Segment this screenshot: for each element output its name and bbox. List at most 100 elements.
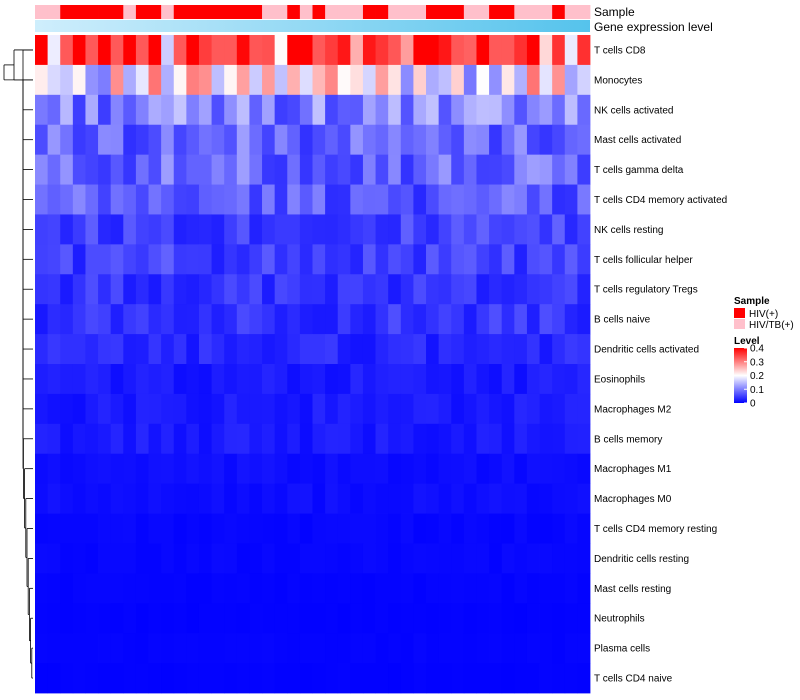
heatmap-cell <box>388 214 402 245</box>
heatmap-cell <box>60 124 74 156</box>
heatmap-cell <box>375 64 389 96</box>
heatmap-cell <box>72 393 86 425</box>
heatmap-cell <box>438 364 452 395</box>
heatmap-cell <box>451 334 465 365</box>
heatmap-cell <box>388 663 402 694</box>
heatmap-cell <box>501 35 515 66</box>
heatmap-cell <box>325 633 339 664</box>
heatmap-cell <box>85 274 99 305</box>
heatmap-cell <box>299 393 313 425</box>
heatmap-cell <box>362 184 376 215</box>
heatmap-cell <box>350 423 364 455</box>
sample-annotation-cell <box>526 5 540 19</box>
heatmap-cell <box>236 364 250 395</box>
heatmap-cell <box>148 274 162 305</box>
heatmap-cell <box>577 513 591 544</box>
heatmap-cell <box>451 573 465 604</box>
heatmap-cell <box>476 513 490 544</box>
heatmap-cell <box>577 603 591 634</box>
heatmap-cell <box>577 304 591 335</box>
heatmap-cell <box>388 633 402 664</box>
heatmap-cell <box>186 35 200 66</box>
heatmap-cell <box>224 304 238 335</box>
row-label: Plasma cells <box>594 644 650 655</box>
sample-annotation-cell <box>161 5 175 19</box>
sample-annotation-cell <box>47 5 61 19</box>
heatmap-cell <box>60 513 74 544</box>
heatmap-cell <box>274 423 288 455</box>
heatmap-cell <box>564 184 578 215</box>
heatmap-cell <box>173 453 187 485</box>
heatmap-cell <box>337 274 351 305</box>
heatmap-cell <box>123 364 137 395</box>
heatmap-cell <box>198 184 212 215</box>
heatmap-cell <box>274 244 288 275</box>
heatmap-cell <box>148 35 162 66</box>
heatmap-cell <box>287 663 301 694</box>
heatmap-cell <box>312 304 326 335</box>
heatmap-cell <box>337 184 351 215</box>
heatmap-cell <box>148 603 162 634</box>
heatmap-cell <box>463 154 477 185</box>
heatmap-cell <box>98 543 112 574</box>
heatmap-cell <box>47 603 61 634</box>
heatmap-cell <box>85 453 99 485</box>
heatmap-cell <box>287 603 301 634</box>
heatmap-cell <box>375 603 389 634</box>
heatmap-cell <box>375 94 389 126</box>
heatmap-cell <box>287 543 301 574</box>
heatmap-cell <box>564 393 578 425</box>
heatmap-cell <box>211 364 225 395</box>
heatmap-cell <box>224 214 238 245</box>
heatmap-cell <box>35 364 49 395</box>
heatmap-cell <box>476 244 490 275</box>
heatmap-cell <box>400 35 414 66</box>
heatmap-cell <box>198 35 212 66</box>
heatmap-cell <box>98 393 112 425</box>
heatmap-cell <box>501 513 515 544</box>
heatmap-cell <box>463 423 477 455</box>
heatmap-cell <box>236 274 250 305</box>
heatmap-cell <box>60 94 74 126</box>
row-label: T cells gamma delta <box>594 165 684 176</box>
heatmap-cell <box>85 184 99 215</box>
heatmap-cell <box>312 274 326 305</box>
heatmap-cell <box>148 124 162 156</box>
heatmap-cell <box>577 573 591 604</box>
heatmap-cell <box>400 663 414 694</box>
heatmap-cell <box>463 543 477 574</box>
heatmap-cell <box>489 334 503 365</box>
sample-annotation-cell <box>501 5 515 19</box>
heatmap-cell <box>72 603 86 634</box>
heatmap-cell <box>337 513 351 544</box>
heatmap-cell <box>362 453 376 485</box>
heatmap-cell <box>489 214 503 245</box>
heatmap-cell <box>224 423 238 455</box>
heatmap-cell <box>514 184 528 215</box>
heatmap-cell <box>236 304 250 335</box>
heatmap-cell <box>325 124 339 156</box>
heatmap-cell <box>262 244 276 275</box>
heatmap-cell <box>198 513 212 544</box>
heatmap-cell <box>451 35 465 66</box>
heatmap-cell <box>350 334 364 365</box>
heatmap-cell <box>564 483 578 514</box>
heatmap-cell <box>148 154 162 185</box>
legend-label-hiv: HIV(+) <box>749 309 778 320</box>
heatmap-cell <box>72 304 86 335</box>
heatmap-cell <box>312 453 326 485</box>
heatmap-cell <box>350 453 364 485</box>
heatmap-cell <box>211 453 225 485</box>
heatmap-cell <box>60 35 74 66</box>
heatmap-cell <box>564 94 578 126</box>
heatmap-cell <box>577 94 591 126</box>
heatmap-cell <box>362 244 376 275</box>
heatmap-cell <box>400 423 414 455</box>
heatmap-cell <box>249 513 263 544</box>
heatmap-cell <box>85 304 99 335</box>
heatmap-cell <box>72 64 86 96</box>
heatmap-cell <box>299 274 313 305</box>
sample-annotation-cell <box>186 5 200 19</box>
heatmap-cell <box>539 663 553 694</box>
sample-annotation-cell <box>552 5 566 19</box>
